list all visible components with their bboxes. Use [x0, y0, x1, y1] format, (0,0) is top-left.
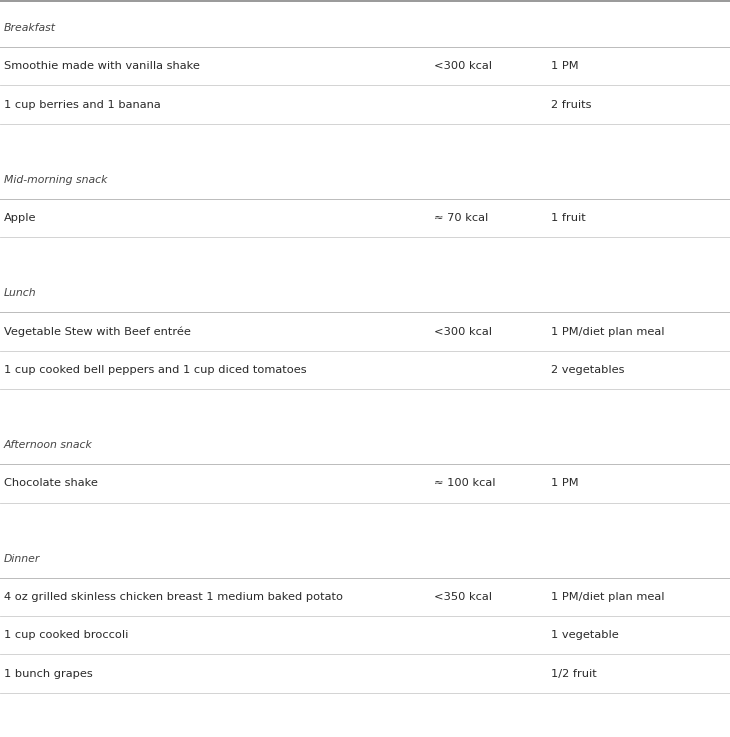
Text: 2 vegetables: 2 vegetables [551, 365, 625, 375]
Text: 1 PM/diet plan meal: 1 PM/diet plan meal [551, 326, 664, 337]
Text: 1 PM: 1 PM [551, 61, 579, 71]
Text: Lunch: Lunch [4, 288, 36, 298]
Text: 1 PM: 1 PM [551, 478, 579, 489]
Text: 2 fruits: 2 fruits [551, 99, 591, 110]
Text: 4 oz grilled skinless chicken breast 1 medium baked potato: 4 oz grilled skinless chicken breast 1 m… [4, 592, 342, 602]
Text: 1 cup cooked broccoli: 1 cup cooked broccoli [4, 630, 128, 640]
Text: Chocolate shake: Chocolate shake [4, 478, 98, 489]
Text: Apple: Apple [4, 213, 36, 223]
Text: ≈ 70 kcal: ≈ 70 kcal [434, 213, 488, 223]
Text: Smoothie made with vanilla shake: Smoothie made with vanilla shake [4, 61, 199, 71]
Text: 1 PM/diet plan meal: 1 PM/diet plan meal [551, 592, 664, 602]
Text: 1 cup cooked bell peppers and 1 cup diced tomatoes: 1 cup cooked bell peppers and 1 cup dice… [4, 365, 307, 375]
Text: 1 bunch grapes: 1 bunch grapes [4, 668, 93, 679]
Text: <300 kcal: <300 kcal [434, 326, 492, 337]
Text: 1 vegetable: 1 vegetable [551, 630, 619, 640]
Text: Mid-morning snack: Mid-morning snack [4, 175, 107, 185]
Text: 1 fruit: 1 fruit [551, 213, 586, 223]
Text: 1/2 fruit: 1/2 fruit [551, 668, 597, 679]
Text: Dinner: Dinner [4, 553, 40, 564]
Text: Vegetable Stew with Beef entrée: Vegetable Stew with Beef entrée [4, 326, 191, 337]
Text: Breakfast: Breakfast [4, 23, 55, 33]
Text: ≈ 100 kcal: ≈ 100 kcal [434, 478, 496, 489]
Text: <350 kcal: <350 kcal [434, 592, 492, 602]
Text: Afternoon snack: Afternoon snack [4, 440, 93, 450]
Text: <300 kcal: <300 kcal [434, 61, 492, 71]
Text: 1 cup berries and 1 banana: 1 cup berries and 1 banana [4, 99, 161, 110]
